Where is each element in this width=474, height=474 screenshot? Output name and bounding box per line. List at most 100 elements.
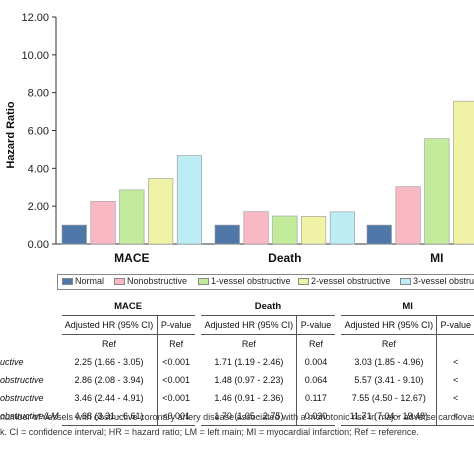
table-group-mi: MI xyxy=(341,297,474,316)
cell-hr-mi: 5.57 (3.41 - 9.10) xyxy=(354,375,424,385)
legend-swatch xyxy=(198,278,209,286)
chart-legend: Normal Nonobstructive 1-vessel obstructive… xyxy=(57,274,474,290)
legend-item: Nonobstructive xyxy=(114,276,187,286)
cell-p-mace: <0.001 xyxy=(156,371,195,389)
bar-mace-3 xyxy=(148,178,174,245)
legend-swatch xyxy=(298,278,309,286)
legend-item: 2-vessel obstructive xyxy=(298,276,391,286)
col-hr-mace: Adjusted HR (95% CI) xyxy=(61,315,158,335)
cell-hr-mace: 2.25 (1.66 - 3.05) xyxy=(74,357,144,367)
cell-hr-mace: 4.68 (3.31 - 6.61) xyxy=(61,407,158,426)
table-group-mace: MACE xyxy=(61,297,195,316)
col-hr-mi: Adjusted HR (95% CI) xyxy=(341,315,437,335)
y-tick-label: 8.00 xyxy=(28,88,49,100)
cell-hr-mace: 3.46 (2.44 - 4.91) xyxy=(74,393,144,403)
cell-hr-death: 1.48 (0.97 - 2.23) xyxy=(214,375,284,385)
bar-mace-2 xyxy=(119,189,145,245)
figure-caption: number of vessels with obstructive coron… xyxy=(0,410,474,440)
cell-hr-mace: Ref xyxy=(102,339,117,349)
cell-hr-death: 1.71 (1.19 - 2.46) xyxy=(214,357,284,367)
cell-hr-mace: 2.86 (2.08 - 3.94) xyxy=(74,375,144,385)
legend-label: Normal xyxy=(75,276,105,286)
cell-p-mace: <0.001 xyxy=(156,407,195,426)
bar-death-0 xyxy=(214,224,240,245)
row-label: obstructive xyxy=(0,375,44,385)
hazard-ratio-table: MACE Death MI Adjusted HR (95% CI) P-val… xyxy=(0,297,474,426)
table-gap xyxy=(195,335,202,354)
table-gap xyxy=(335,353,342,371)
table-gap xyxy=(195,353,202,371)
bar-mi-3 xyxy=(453,100,474,245)
x-category-label: MI xyxy=(430,251,443,265)
legend-label: 1-vessel obstructive xyxy=(211,276,291,286)
legend-swatch xyxy=(62,278,73,286)
legend-label: 2-vessel obstructive xyxy=(311,276,391,286)
x-category-label: MACE xyxy=(114,251,149,265)
cell-p-mace: Ref xyxy=(156,334,195,353)
table-gap xyxy=(335,335,342,354)
legend-label: 3-vessel obstructive xyxy=(413,276,474,286)
cell-p-mi: < xyxy=(436,389,474,407)
bar-death-3 xyxy=(301,216,327,245)
cell-p-death: Ref xyxy=(296,334,335,353)
bar-mace-1 xyxy=(90,201,116,245)
caption-line-2: k. CI = confidence interval; HR = hazard… xyxy=(0,427,419,437)
cell-hr-death: 1.46 (0.91 - 2.36) xyxy=(214,393,284,403)
legend-item: Normal xyxy=(62,276,104,286)
cell-p-death: 0.064 xyxy=(296,371,335,389)
table-column-header: Adjusted HR (95% CI) P-value Adjusted HR… xyxy=(0,315,474,335)
cell-p-mace: <0.001 xyxy=(156,353,195,371)
table-group-header: MACE Death MI xyxy=(0,297,474,316)
cell-p-mi: < xyxy=(436,371,474,389)
cell-hr-mi: 3.03 (1.85 - 4.96) xyxy=(354,357,424,367)
cell-hr-mi: 11.71 (7.04 - 19.48) xyxy=(341,407,437,426)
y-tick-label: 2.00 xyxy=(28,201,49,213)
caption-line-1: number of vessels with obstructive coron… xyxy=(0,412,474,422)
cell-hr-mi: 7.55 (4.50 - 12.67) xyxy=(351,393,426,403)
col-p-death: P-value xyxy=(296,315,335,335)
row-label: obstructive xyxy=(0,393,44,403)
row-label: uctive xyxy=(0,357,24,367)
bar-death-4 xyxy=(329,211,356,245)
table-gap xyxy=(335,371,342,389)
cell-p-death: 0.117 xyxy=(296,389,335,407)
legend-item: 3-vessel obstructive xyxy=(400,276,474,286)
x-axis-labels: MACE Death MI xyxy=(114,251,443,265)
cell-p-mi: < xyxy=(436,353,474,371)
col-p-mace: P-value xyxy=(156,315,195,335)
cell-p-death: 0.030 xyxy=(296,407,335,426)
cell-p-death: 0.004 xyxy=(296,353,335,371)
y-tick-label: 12.00 xyxy=(21,12,49,24)
bar-mi-0 xyxy=(366,224,392,245)
legend-swatch xyxy=(114,278,125,286)
bar-death-2 xyxy=(272,215,298,245)
y-axis-label: Hazard Ratio xyxy=(5,101,17,169)
table-row: Ref Ref Ref Ref Ref xyxy=(0,334,474,354)
table-row: obstructive 2.86 (2.08 - 3.94) <0.001 1.48 … xyxy=(0,371,474,389)
x-category-label: Death xyxy=(268,251,301,265)
cell-hr-death: Ref xyxy=(241,339,256,349)
table-row: obstructive 3.46 (2.44 - 4.91) <0.001 1.46 … xyxy=(0,389,474,407)
cell-p-mace: <0.001 xyxy=(156,389,195,407)
table-gap xyxy=(335,389,342,407)
hazard-ratio-bar-chart: 0.00 2.00 4.00 6.00 8.00 10.00 12.00 MACE Death… xyxy=(5,12,474,265)
table-row: uctive 2.25 (1.66 - 3.05) <0.001 1.71 (1.19… xyxy=(0,353,474,371)
bar-mace-4 xyxy=(176,155,202,245)
y-tick-label: 10.00 xyxy=(21,50,49,62)
y-tick-label: 0.00 xyxy=(28,239,49,251)
row-label: obstructive/LM xyxy=(0,411,59,422)
bar-death-1 xyxy=(243,211,269,245)
y-tick-label: 6.00 xyxy=(28,126,49,138)
bar-mi-2 xyxy=(424,138,450,245)
table-gap xyxy=(195,389,202,407)
col-hr-death: Adjusted HR (95% CI) xyxy=(201,315,297,335)
legend-label: Nonobstructive xyxy=(127,276,188,286)
table-gap xyxy=(195,371,202,389)
legend-swatch xyxy=(400,278,411,286)
cell-hr-death: 1.70 (1.05 - 2.75) xyxy=(201,407,297,426)
bars xyxy=(61,100,474,245)
bar-mi-1 xyxy=(395,186,421,245)
cell-p-mi: < xyxy=(436,407,474,426)
y-tick-label: 4.00 xyxy=(28,163,49,175)
col-p-mi: P-value xyxy=(436,315,474,335)
